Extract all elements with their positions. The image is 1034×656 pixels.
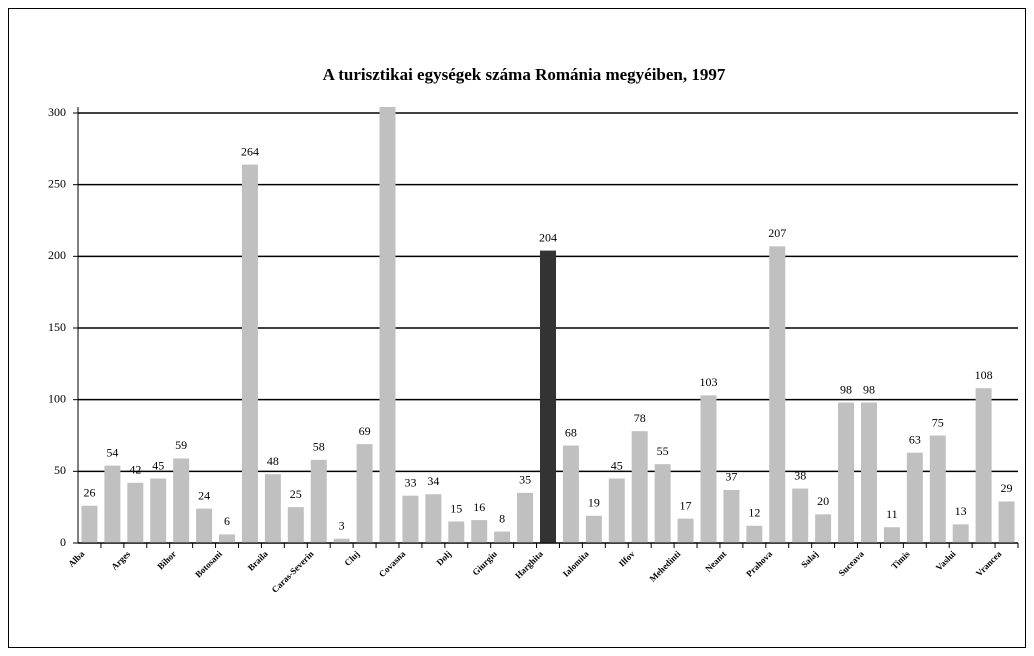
value-label: 35 (519, 473, 531, 487)
value-label: 264 (241, 144, 259, 158)
value-label: 59 (175, 438, 187, 452)
y-tick-label: 250 (48, 176, 66, 190)
value-label: 75 (932, 415, 944, 429)
value-label: 26 (83, 485, 95, 499)
bar (471, 520, 488, 543)
value-label: 63 (909, 432, 921, 446)
value-label: 12 (748, 506, 760, 520)
value-label: 19 (588, 496, 600, 510)
value-label: 54 (106, 445, 118, 459)
bar (356, 444, 373, 543)
value-label: 3 (339, 518, 345, 532)
value-label: 38 (794, 468, 806, 482)
bar (287, 507, 304, 543)
bar (264, 474, 281, 543)
value-label: 6 (224, 514, 230, 528)
bar (425, 494, 442, 543)
value-label: 204 (539, 230, 557, 244)
bar (700, 395, 717, 543)
bar (517, 492, 534, 543)
value-label: 98 (863, 382, 875, 396)
value-label: 103 (699, 375, 717, 389)
bar (998, 501, 1015, 543)
value-label: 8 (499, 511, 505, 525)
value-label: 45 (152, 458, 164, 472)
bar (631, 431, 648, 543)
value-label: 29 (1001, 481, 1013, 495)
bar (792, 488, 809, 543)
bar (81, 505, 98, 543)
bar (150, 478, 167, 543)
value-label: 33 (404, 475, 416, 489)
bar (585, 515, 602, 543)
bar (677, 518, 694, 543)
y-tick-label: 300 (48, 105, 66, 119)
bar (333, 538, 350, 543)
bar (815, 514, 832, 543)
value-label: 24 (198, 488, 210, 502)
y-tick-label: 100 (48, 391, 66, 405)
value-label: 34 (427, 474, 439, 488)
value-label: 20 (817, 494, 829, 508)
value-label: 207 (768, 226, 786, 240)
value-label: 37 (725, 470, 737, 484)
bar (448, 521, 465, 543)
value-label: 25 (290, 487, 302, 501)
bar (769, 246, 786, 544)
bar (906, 452, 923, 543)
bar (654, 464, 671, 543)
value-label: 15 (450, 501, 462, 515)
bar (540, 250, 556, 543)
value-label: 13 (955, 504, 967, 518)
bar (975, 388, 992, 543)
bar (929, 435, 946, 543)
value-label: 78 (634, 411, 646, 425)
bar (310, 459, 327, 543)
y-tick-label: 200 (48, 248, 66, 262)
bar (104, 465, 121, 543)
value-label: 42 (129, 463, 141, 477)
value-label: 11 (886, 507, 898, 521)
value-label: 17 (680, 498, 692, 512)
bar (723, 489, 740, 543)
bar (838, 402, 855, 543)
bar (746, 525, 763, 543)
value-label: 48 (267, 454, 279, 468)
value-label: 98 (840, 382, 852, 396)
value-label: 68 (565, 425, 577, 439)
bar (127, 482, 144, 543)
chart-title: A turisztikai egységek száma Románia meg… (323, 65, 726, 84)
bar (196, 508, 213, 543)
y-tick-label: 150 (48, 320, 66, 334)
value-label: 55 (657, 444, 669, 458)
value-label: 69 (359, 424, 371, 438)
bar (608, 478, 625, 543)
bar (883, 527, 900, 543)
bar (173, 458, 190, 543)
bar (860, 402, 877, 543)
bar (219, 534, 236, 543)
bar (241, 164, 258, 543)
bar (562, 445, 579, 543)
bar (402, 495, 419, 543)
value-label: 16 (473, 500, 485, 514)
bar (952, 524, 969, 543)
value-label: 108 (975, 368, 993, 382)
value-label: 58 (313, 440, 325, 454)
bar (379, 107, 396, 543)
y-tick-label: 50 (54, 463, 66, 477)
bar (494, 531, 511, 543)
y-tick-label: 0 (60, 535, 66, 549)
value-label: 45 (611, 458, 623, 472)
